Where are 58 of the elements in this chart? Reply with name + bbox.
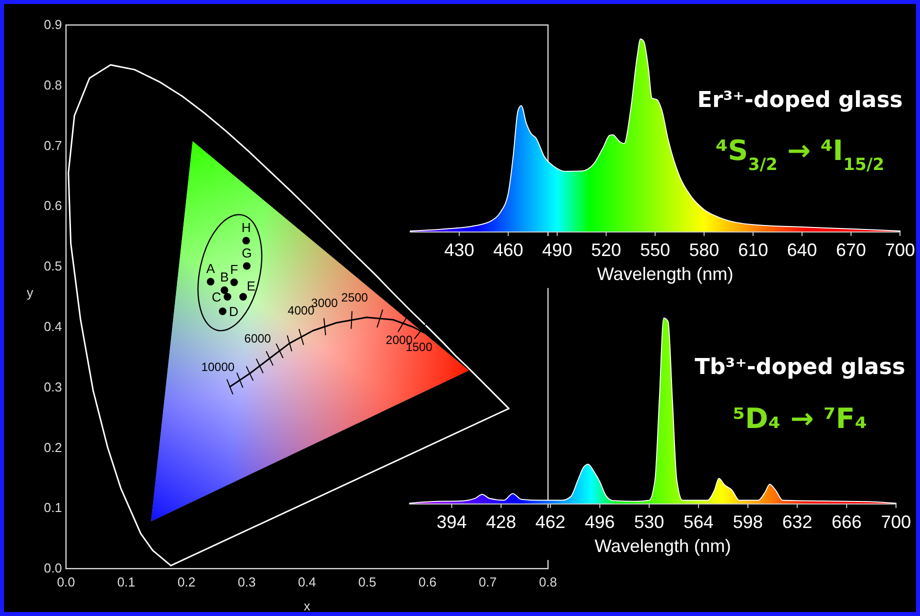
x-tick-label: 700 — [880, 512, 912, 532]
annotation: F — [230, 262, 238, 277]
text: ⁵D₄ → ⁷F₄ — [732, 402, 868, 435]
x-tick-label: 0.6 — [418, 574, 437, 590]
x-tick-label: 0.2 — [177, 574, 196, 590]
annotation: E — [246, 278, 256, 294]
y-tick-label: 0.6 — [44, 198, 62, 214]
y-tick-label: 0.0 — [44, 560, 62, 576]
x-tick-label: 580 — [689, 240, 720, 260]
x-tick-label: 0.0 — [56, 574, 76, 590]
x-tick-label: 0.5 — [358, 574, 376, 590]
annotation: 6000 — [244, 331, 272, 346]
x-tick-label: 0.7 — [478, 574, 497, 590]
annotation: D — [228, 304, 238, 319]
x-tick-label: 428 — [486, 512, 516, 532]
x-tick-label: 700 — [884, 240, 916, 260]
x-tick-label: 0.4 — [298, 574, 316, 590]
x-tick-label: 666 — [832, 512, 862, 532]
x-tick-label: 0.1 — [117, 574, 136, 590]
annotation: 2500 — [341, 290, 368, 304]
x-tick-label: 496 — [584, 512, 615, 532]
x-tick-label: 550 — [640, 240, 670, 260]
y-tick-label: 0.5 — [44, 258, 62, 274]
text: Tb³⁺-doped glass — [694, 355, 906, 380]
x-tick-label: 598 — [732, 512, 763, 532]
x-axis-title: x — [304, 598, 311, 614]
x-tick-label: 490 — [542, 240, 572, 260]
text: Er³⁺-doped glass — [697, 88, 903, 113]
x-tick-label: 670 — [836, 240, 866, 260]
y-tick-label: 0.9 — [44, 17, 62, 32]
y-tick-label: 0.2 — [44, 440, 62, 455]
annotation: A — [206, 261, 216, 276]
x-tick-label: 394 — [436, 512, 467, 532]
y-tick-label: 0.7 — [44, 138, 62, 153]
y-axis-title: y — [26, 284, 34, 300]
x-tick-label: 430 — [444, 240, 474, 260]
annotation: G — [242, 245, 252, 260]
y-tick-label: 0.1 — [44, 500, 62, 516]
x-tick-label: 520 — [591, 240, 622, 260]
y-tick-label: 0.8 — [44, 77, 62, 92]
y-tick-label: 0.4 — [44, 319, 62, 334]
annotation: C — [212, 289, 222, 304]
x-tick-label: 462 — [535, 512, 566, 532]
x-tick-label: 0.3 — [238, 574, 256, 590]
x-tick-label: 564 — [684, 512, 714, 532]
x-tick-label: 0.8 — [538, 574, 558, 590]
x-tick-label: 640 — [787, 240, 818, 260]
x-tick-label: 610 — [738, 240, 768, 260]
annotation: H — [241, 220, 251, 236]
x-axis-title: Wavelength (nm) — [596, 264, 734, 284]
x-tick-label: 460 — [493, 240, 524, 260]
x-tick-label: 632 — [782, 512, 812, 532]
x-axis-title: Wavelength (nm) — [594, 536, 731, 556]
y-tick-label: 0.3 — [44, 379, 62, 394]
annotation: B — [220, 270, 229, 285]
x-tick-label: 530 — [634, 512, 664, 532]
text: ⁴S$_{3/2}$ → ⁴I$_{15/2}$ — [716, 134, 884, 174]
annotation: 10000 — [201, 360, 235, 374]
